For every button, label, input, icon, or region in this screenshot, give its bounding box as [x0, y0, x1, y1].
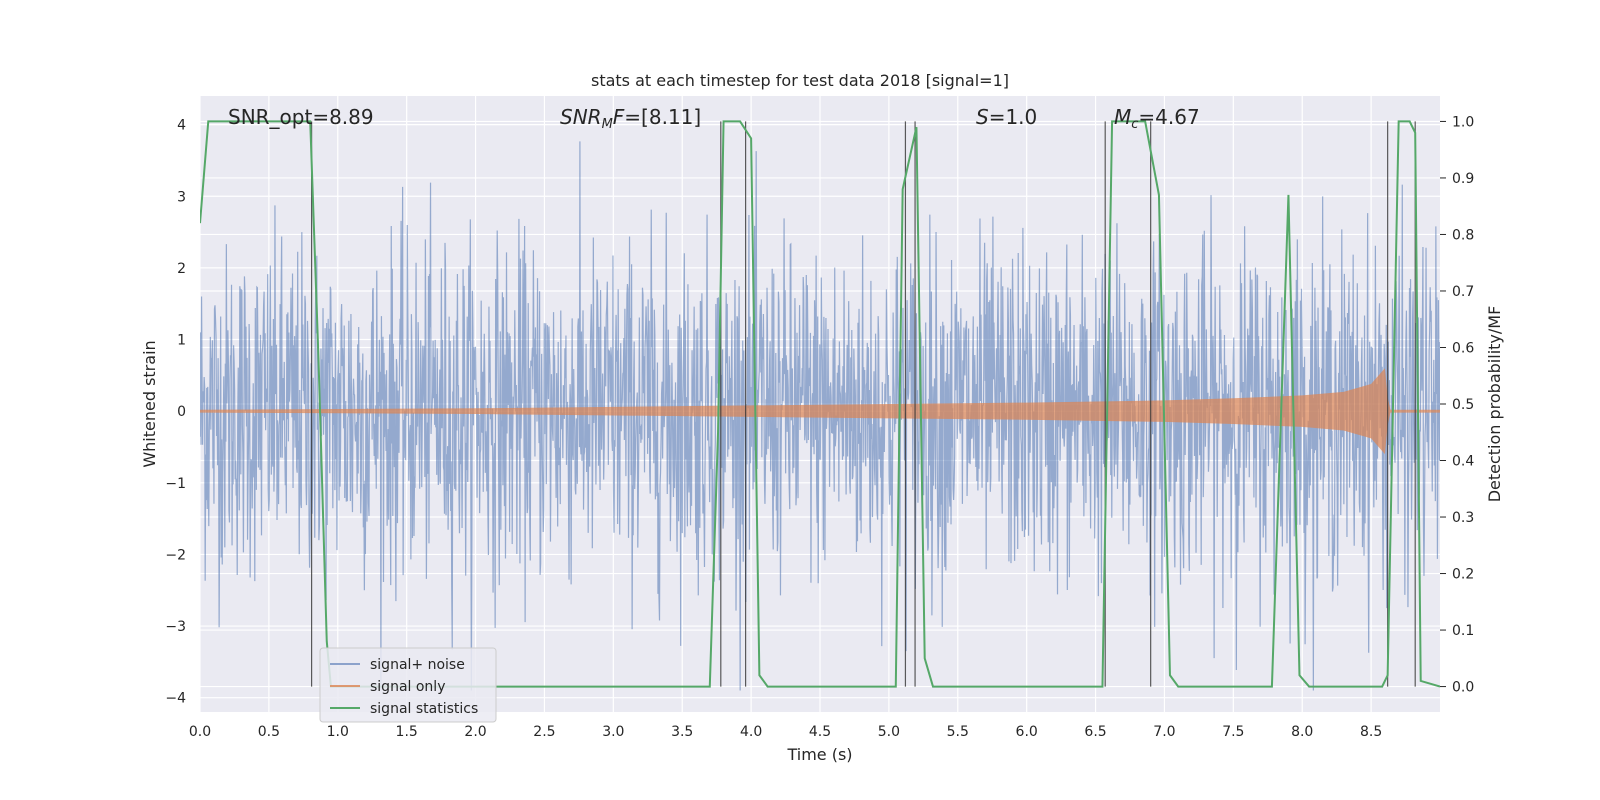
y-tick-label: −2: [165, 547, 186, 563]
x-tick-label: 2.0: [464, 724, 486, 740]
y-right-tick-label: 0.8: [1452, 227, 1474, 243]
y-tick-label: −4: [165, 691, 186, 707]
y-right-tick-label: 0.2: [1452, 567, 1474, 583]
y-right-tick-label: 0.6: [1452, 340, 1474, 356]
x-tick-label: 0.0: [189, 724, 211, 740]
legend-label-signal-only: signal only: [370, 679, 445, 695]
x-axis-ticks: 0.0 0.5 1.0 1.5 2.0 2.5 3.0 3.5 4.0 4.5 5.0 5.5 6.0 6…: [189, 724, 1382, 740]
x-tick-label: 1.5: [396, 724, 418, 740]
y-tick-label: −3: [165, 619, 186, 635]
x-tick-label: 2.5: [533, 724, 555, 740]
legend-label-signal-statistics: signal statistics: [370, 701, 478, 717]
y-right-tick-label: 0.9: [1452, 171, 1474, 187]
y-axis-right-label: Detection probability/MF: [1485, 306, 1504, 503]
x-tick-label: 5.0: [878, 724, 900, 740]
y-right-tick-label: 0.1: [1452, 623, 1474, 639]
annotation-mc: Mc=4.67: [1114, 105, 1200, 132]
x-tick-label: 4.0: [740, 724, 762, 740]
y-right-tick-label: 0.5: [1452, 397, 1474, 413]
y-axis-right-ticks: 1.0 0.9 0.8 0.7 0.6 0.5 0.4 0.3 0.2 0.1 0.0: [1440, 114, 1474, 696]
legend-label-signal-noise: signal+ noise: [370, 657, 465, 673]
x-tick-label: 3.5: [671, 724, 693, 740]
y-tick-label: 3: [177, 189, 186, 205]
x-tick-label: 6.5: [1084, 724, 1106, 740]
y-axis-left-label: Whitened strain: [140, 340, 159, 467]
x-tick-label: 0.5: [258, 724, 280, 740]
x-axis-label: Time (s): [786, 745, 852, 764]
y-right-tick-label: 1.0: [1452, 114, 1474, 130]
annotation-s: S=1.0: [976, 105, 1037, 129]
annotation-snr-mf: SNRMF=[8.11]: [560, 105, 701, 132]
y-right-tick-label: 0.7: [1452, 284, 1474, 300]
series-signal-only-fill: [200, 368, 1440, 455]
y-tick-label: 2: [177, 261, 186, 277]
y-tick-label: 0: [177, 404, 186, 420]
legend: signal+ noise signal only signal statist…: [319, 647, 497, 723]
y-right-tick-label: 0.0: [1452, 680, 1474, 696]
x-tick-label: 8.5: [1360, 724, 1382, 740]
annotation-snr-opt: SNR_opt=8.89: [228, 105, 374, 129]
y-right-tick-label: 0.4: [1452, 454, 1474, 470]
y-axis-left-ticks: 4 3 2 1 0 −1 −2 −3 −4: [165, 118, 186, 707]
y-right-tick-label: 0.3: [1452, 510, 1474, 526]
x-tick-label: 4.5: [809, 724, 831, 740]
y-tick-label: −1: [165, 476, 186, 492]
series-signal-noise-line: [200, 141, 1440, 691]
x-tick-label: 6.0: [1016, 724, 1038, 740]
x-tick-label: 7.0: [1153, 724, 1175, 740]
x-tick-label: 3.0: [602, 724, 624, 740]
x-tick-label: 7.5: [1222, 724, 1244, 740]
x-tick-label: 1.0: [327, 724, 349, 740]
x-tick-label: 5.5: [947, 724, 969, 740]
x-tick-label: 8.0: [1291, 724, 1313, 740]
legend-box: [319, 647, 497, 723]
y-tick-label: 4: [177, 118, 186, 134]
y-tick-label: 1: [177, 333, 186, 349]
chart-title: stats at each timestep for test data 201…: [591, 71, 1009, 90]
